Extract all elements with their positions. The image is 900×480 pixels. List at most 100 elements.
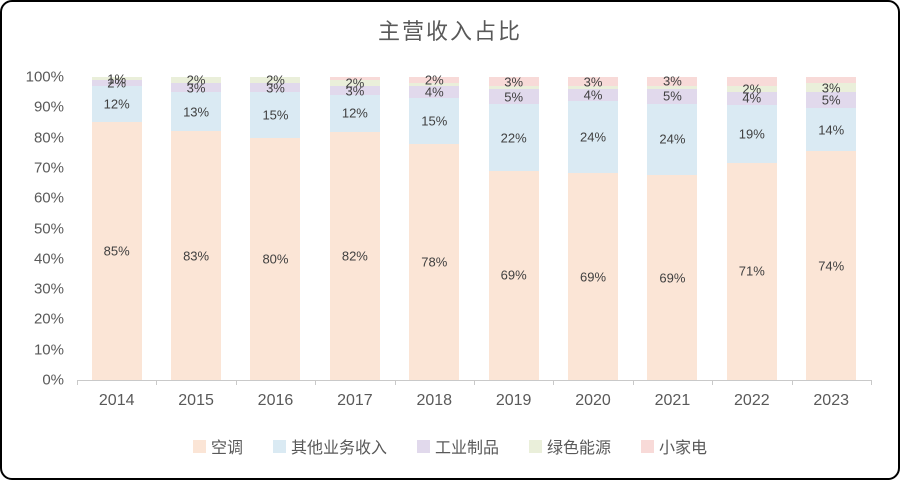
bar-segment: 22% — [488, 104, 539, 171]
segment-label: 80% — [262, 251, 289, 267]
y-tick-label: 50% — [33, 220, 64, 237]
bar-segment: 14% — [806, 107, 857, 152]
bar-segment — [806, 77, 857, 84]
segment-label: 85% — [103, 243, 130, 259]
x-tick-label-2014: 2014 — [98, 392, 135, 409]
bar-segment: 24% — [647, 103, 698, 176]
bar-segment: 80% — [250, 137, 301, 380]
y-axis: 0% 10% 20% 30% 40% 50% 60% 70% 80% 90% 100% — [2, 69, 64, 389]
bar-2020: 69% 24% 4% 3% — [568, 75, 619, 380]
bar-segment: 24% — [568, 101, 619, 173]
segment-label: 3% — [266, 80, 285, 96]
bar-segment: 3% — [488, 75, 539, 88]
segment-label: 5% — [821, 92, 841, 108]
legend-item: 小家电 — [641, 434, 707, 458]
segment-label: 24% — [580, 129, 607, 145]
bar-segment: 4% — [568, 89, 619, 102]
bar-slot-2016: 80% 15% 3% 2% — [236, 74, 315, 380]
segment-label: 5% — [504, 89, 524, 105]
segment-label: 74% — [818, 258, 845, 274]
segment-label: 14% — [818, 122, 845, 138]
bar-2022: 71% 19% 4% 2% — [726, 77, 777, 380]
segment-label: 3% — [186, 80, 206, 95]
plot-area: 85% 12% 2% 1% 83% 13% 3% 2% 80% 15% 3% 2% 82% 12% 3% 2%… — [77, 72, 872, 385]
bar-segment: 71% — [726, 162, 777, 380]
segment-label: 12% — [103, 96, 130, 112]
bar-segment: 15% — [409, 98, 460, 144]
legend-item: 绿色能源 — [529, 434, 611, 458]
bar-segment: 5% — [647, 88, 698, 104]
bar-segment: 2% — [329, 77, 380, 90]
bar-2014: 85% 12% 2% 1% — [91, 72, 142, 380]
x-tick-label-2017: 2017 — [337, 392, 373, 409]
x-axis-tick — [77, 380, 78, 385]
x-tick-label-2015: 2015 — [178, 392, 214, 409]
bar-2021: 69% 24% 5% 3% — [647, 75, 698, 380]
bar-segment: 3% — [806, 80, 857, 96]
bar-2023: 74% 14% 5% 3% — [806, 77, 857, 380]
bar-segment — [726, 77, 777, 87]
segment-label: 69% — [580, 269, 607, 284]
segment-label: 3% — [821, 80, 841, 96]
bar-slot-2019: 69% 22% 5% 3% — [474, 75, 553, 380]
x-axis-tick — [315, 380, 317, 385]
bar-2017: 82% 12% 3% 2% — [329, 77, 380, 380]
bar-slot-2017: 82% 12% 3% 2% — [315, 77, 394, 380]
segment-label: 69% — [659, 270, 686, 286]
segment-label: 78% — [421, 254, 448, 270]
legend-label: 小家电 — [659, 440, 708, 457]
x-tick-label-2020: 2020 — [575, 392, 611, 409]
legend-item: 工业制品 — [416, 434, 499, 458]
bar-segment: 69% — [488, 170, 539, 380]
bar-segment: 85% — [91, 122, 142, 380]
legend-swatch — [641, 439, 655, 453]
bar-segment: 3% — [329, 84, 380, 97]
segment-label: 2% — [107, 75, 127, 91]
y-tick-label: 40% — [33, 250, 64, 268]
bar-segment: 2% — [171, 74, 222, 87]
bar-2018: 78% 15% 4% 2% — [409, 74, 460, 380]
bar-segment: 3% — [647, 75, 698, 88]
x-tick-label-2023: 2023 — [813, 392, 849, 409]
segment-label: 12% — [341, 105, 368, 121]
bar-segment: 5% — [488, 89, 539, 105]
bar-2015: 83% 13% 3% 2% — [171, 74, 222, 380]
bar-segment: 78% — [409, 143, 460, 380]
x-axis-tick — [871, 380, 872, 385]
segment-label: 4% — [424, 84, 444, 100]
legend-item: 空调 — [192, 434, 243, 458]
bar-segment: 2% — [250, 74, 301, 87]
legend-label: 绿色能源 — [547, 440, 612, 457]
bar-segment: 3% — [171, 80, 222, 95]
x-axis-tick — [791, 380, 793, 385]
bar-segment: 4% — [726, 90, 777, 106]
x-axis-tick — [394, 380, 396, 385]
y-tick-label: 30% — [33, 280, 64, 298]
x-axis-tick — [474, 380, 475, 385]
bar-segment — [647, 85, 698, 89]
bar-segment: 12% — [91, 86, 142, 123]
bar-segment: 2% — [91, 77, 142, 90]
x-axis-tick — [553, 380, 555, 385]
bar-segment: 2% — [409, 74, 460, 87]
bar-segment: 3% — [568, 75, 619, 88]
legend-swatch — [192, 439, 206, 453]
y-tick-label: 20% — [33, 310, 64, 328]
bar-slot-2021: 69% 24% 5% 3% — [633, 75, 712, 380]
y-tick-label: 70% — [33, 159, 64, 177]
bar-slot-2015: 83% 13% 3% 2% — [156, 74, 235, 380]
segment-label: 4% — [742, 90, 762, 106]
bar-segment: 69% — [568, 173, 619, 380]
segment-label: 71% — [738, 263, 765, 279]
bar-segment: 82% — [329, 131, 380, 380]
segment-label: 2% — [345, 75, 365, 91]
legend-label: 空调 — [210, 440, 243, 457]
segment-label: 2% — [424, 72, 444, 88]
y-tick-label: 80% — [33, 129, 64, 147]
x-tick-label-2022: 2022 — [734, 392, 770, 409]
y-tick-label: 100% — [25, 68, 64, 86]
bar-segment — [329, 77, 380, 81]
bar-segment: 15% — [250, 92, 301, 138]
x-tick-label-2016: 2016 — [257, 392, 294, 409]
x-axis: 2014 2015 2016 2017 2018 2019 2020 2021 2022 2023 — [77, 392, 871, 410]
